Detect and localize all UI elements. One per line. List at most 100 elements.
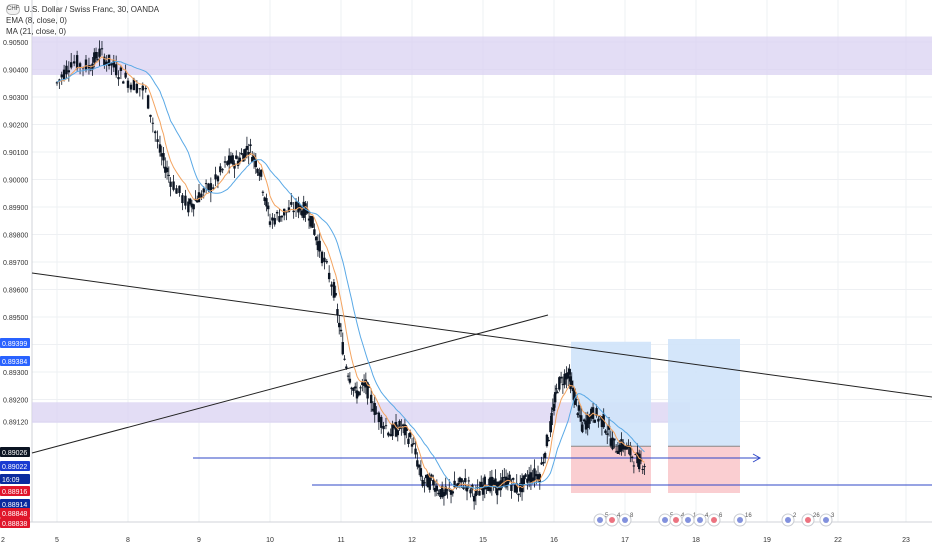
candle-body (93, 52, 96, 63)
candle-body (506, 477, 510, 486)
price-label-text: 0.89026 (2, 450, 27, 457)
candle-body (247, 151, 250, 155)
candle-body (146, 95, 150, 109)
candle-body (580, 415, 583, 422)
candle-body (531, 477, 534, 482)
price-label-text: 0.89022 (2, 464, 27, 471)
candle-body (561, 384, 565, 386)
candle-body (292, 210, 295, 213)
candle-body (458, 477, 462, 483)
candle-body (151, 122, 155, 124)
candle-body (181, 195, 184, 204)
ma-indicator-label[interactable]: MA (21, close, 0) (6, 27, 67, 36)
candle-body (490, 476, 494, 487)
candle-body (236, 160, 240, 166)
ema-indicator-label[interactable]: EMA (8, close, 0) (6, 16, 67, 25)
x-tick-label: 11 (337, 537, 344, 544)
candle-body (290, 202, 293, 205)
candle-body (138, 88, 142, 90)
candle-body (462, 486, 465, 489)
candle-body (362, 382, 366, 386)
candle-body (556, 392, 559, 394)
x-tick-label: 2 (1, 537, 5, 544)
y-tick-label: 0.90000 (3, 178, 28, 185)
candle-body (112, 60, 115, 68)
event-marker-count: 2 (793, 513, 797, 519)
candle-body (375, 412, 378, 414)
candle-body (149, 114, 152, 117)
candle-body (339, 329, 343, 332)
candle-body (465, 485, 469, 492)
price-label-box (0, 486, 30, 496)
candle-body (287, 207, 291, 212)
candle-body (300, 210, 304, 216)
candle-body (256, 169, 259, 173)
candle-body (187, 201, 190, 213)
x-tick-label: 18 (692, 537, 700, 544)
y-tick-label: 0.89300 (3, 370, 28, 377)
candle-body (526, 478, 529, 483)
candle-body (297, 202, 300, 213)
candle-body (126, 80, 130, 88)
candle-body (267, 205, 270, 210)
candle-body (568, 368, 571, 375)
candle-body (135, 83, 139, 93)
candle-body (469, 489, 472, 494)
candle-body (426, 474, 430, 488)
candle-body (207, 183, 210, 191)
candle-body (451, 491, 455, 494)
candle-body (629, 445, 632, 456)
y-tick-label: 0.89120 (3, 420, 28, 427)
candle-body (606, 433, 609, 435)
candle-body (240, 153, 243, 155)
candle-body (488, 477, 492, 492)
candle-body (575, 399, 578, 401)
candle-body (584, 420, 588, 430)
candle-body (323, 257, 326, 262)
event-marker-flag (711, 517, 717, 523)
candle-body (122, 81, 125, 84)
candle-body (94, 51, 98, 59)
candle-body (197, 192, 201, 203)
candle-body (412, 443, 415, 445)
candle-body (265, 198, 268, 207)
event-marker-flag (673, 517, 679, 523)
candle-body (480, 481, 483, 490)
candle-body (227, 155, 231, 165)
price-label-text: 0.88838 (2, 521, 27, 528)
candle-body (245, 145, 249, 150)
candle-body (280, 215, 284, 218)
candle-body (590, 408, 593, 419)
candle-body (577, 405, 581, 411)
candle-body (209, 183, 213, 193)
candle-body (513, 484, 517, 493)
candle-body (330, 284, 333, 287)
candle-body (223, 161, 227, 163)
candle-body (565, 373, 568, 380)
event-marker-flag (785, 517, 791, 523)
candle-body (638, 453, 641, 470)
candle-body (268, 221, 272, 225)
candle-body (586, 414, 589, 428)
candle-body (62, 69, 66, 80)
candle-body (229, 156, 233, 163)
position-target-box (668, 339, 740, 447)
candle-body (487, 485, 490, 491)
trendline-descending (31, 272, 932, 398)
candle-body (373, 402, 376, 415)
candle-body (58, 79, 61, 81)
candle-body (472, 495, 476, 502)
candle-body (570, 380, 573, 385)
event-marker-flag (609, 517, 615, 523)
candle-body (172, 181, 175, 190)
candle-body (439, 489, 442, 498)
candle-body (334, 292, 337, 296)
candle-body (366, 382, 369, 399)
y-tick-label: 0.89800 (3, 233, 28, 240)
x-tick-label: 16 (550, 537, 558, 544)
candle-body (84, 59, 88, 71)
arrow-head (752, 453, 762, 463)
price-label-box (0, 356, 30, 366)
